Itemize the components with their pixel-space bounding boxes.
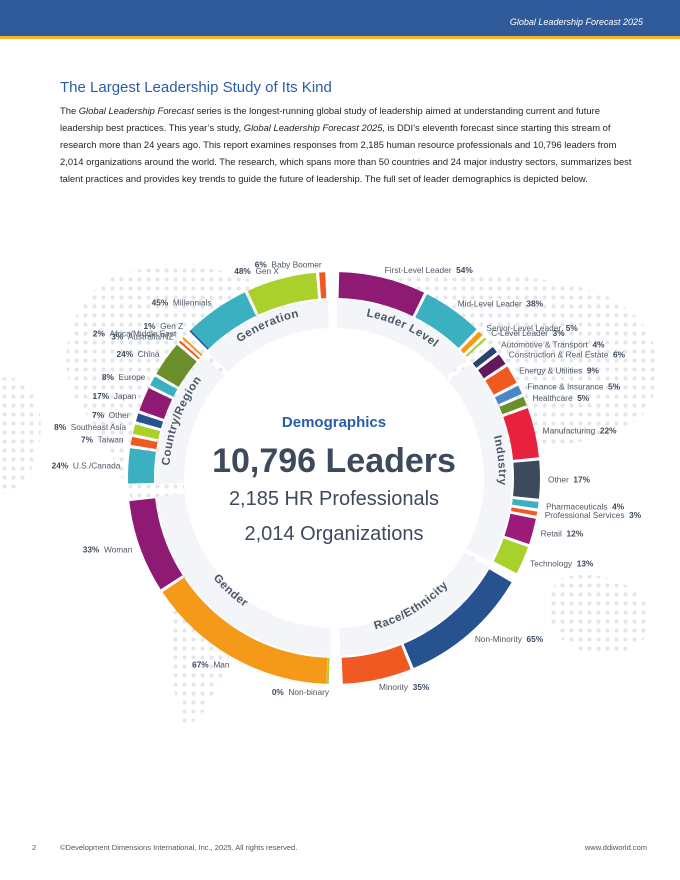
slice-gender-non-binary [326,657,330,684]
label-leader-level-mid-level-leader: Mid-Level Leader 38% [458,298,544,308]
intro-paragraph: The Global Leadership Forecast series is… [60,102,635,187]
slice-industry-professional-services [510,507,538,516]
slice-industry-technology [493,538,529,574]
label-country-region-japan: 17% Japan [92,391,136,401]
slice-leader-level-mid-level-leader [415,294,477,349]
band-leader-level [336,300,467,378]
copyright: ©Development Dimensions International, I… [60,843,298,852]
band-country-region [156,356,225,485]
intro-italic-1: Global Leadership Forecast [78,105,194,116]
slice-country-region-taiwan [130,436,158,450]
label-race-ethnicity-minority: Minority 35% [379,682,430,692]
label-industry-pharmaceuticals: Pharmaceuticals 4% [546,501,625,511]
slice-industry-energy-utilities [485,366,517,395]
intro-text-2: series is the longest-running global stu… [60,105,600,133]
slice-country-region-china [156,344,197,387]
label-industry-construction-real-estate: Construction & Real Estate 6% [509,350,626,360]
slice-industry-pharmaceuticals [512,498,539,509]
label-country-region-u-s-canada: 24% U.S./Canada [52,460,121,470]
slice-industry-automotive-transport [472,346,497,368]
label-leader-level-c-level-leader: C-Level Leader 3% [491,328,565,338]
chart-center-disc [184,328,484,628]
slice-leader-level-senior-level-leader [460,331,483,354]
band-generation [208,300,329,372]
band-industry [448,363,512,562]
slice-race-ethnicity-non-minority [403,569,512,668]
demographics-title: Demographics [282,414,386,431]
label-generation-gen-z: 1% Gen Z [144,321,184,331]
header-accent-line [0,36,680,39]
slice-industry-manufacturing [503,408,539,460]
label-industry-manufacturing: Manufacturing 22% [543,426,617,436]
label-country-region-africa-middle-east: 2% Africa/Middle East [93,328,177,338]
slice-industry-retail [504,513,536,545]
label-country-region-europe: 8% Europe [102,372,146,382]
section-heading: The Largest Leadership Study of Its Kind [60,79,332,96]
label-country-region-southeast-asia: 8% Southeast Asia [54,422,126,432]
label-gender-man: 67% Man [192,660,230,670]
label-gender-non-binary: 0% Non-binary [272,687,330,697]
slice-country-region-other [135,413,164,429]
label-generation-gen-x: 48% Gen X [234,266,279,276]
slice-generation-millennials [190,292,257,349]
slice-industry-other [513,460,540,499]
label-industry-retail: Retail 12% [541,529,584,539]
label-generation-millennials: 45% Millennials [152,297,212,307]
label-industry-finance-insurance: Finance & Insurance 5% [527,381,620,391]
label-country-region-other: 7% Other [92,410,130,420]
slice-country-region-southeast-asia [132,424,161,440]
slice-generation-gen-x [247,272,319,315]
label-industry-healthcare: Healthcare 5% [532,393,589,403]
intro-italic-2: Global Leadership Forecast 2025, [243,122,386,133]
organizations-count: 2,014 Organizations [244,523,423,545]
label-country-region-taiwan: 7% Taiwan [81,434,124,444]
slice-country-region-japan [139,388,173,419]
slice-leader-level-c-level-leader [465,337,487,357]
label-industry-technology: Technology 13% [530,559,594,569]
label-race-ethnicity-non-minority: Non-Minority 65% [475,634,544,644]
label-generation-baby-boomer: 6% Baby Boomer [255,259,322,269]
leaders-count: 10,796 Leaders [212,442,456,480]
hr-professionals-count: 2,185 HR Professionals [229,488,439,510]
band-race-ethnicity [339,553,489,656]
slice-generation-baby-boomer [319,272,327,299]
slice-gender-man [162,577,328,684]
slice-generation-gen-z [189,329,210,350]
header-bar [0,0,680,36]
label-country-region-australia-nz: 3% Australia/NZ [111,331,173,341]
slice-country-region-europe [150,376,178,397]
slice-industry-healthcare [499,396,527,415]
intro-text-3: is DDI’s eleventh forecast since startin… [60,122,632,184]
label-country-region-china: 24% China [117,349,160,359]
label-industry-professional-services: Professional Services 3% [545,510,642,520]
slice-country-region-africa-middle-east [182,337,203,357]
page-number: 2 [32,843,37,852]
slice-leader-level-first-level-leader [338,272,425,317]
label-industry-other: Other 17% [548,475,591,485]
label-leader-level-first-level-leader: First-Level Leader 54% [385,265,474,275]
label-gender-woman: 33% Woman [83,545,133,555]
slice-country-region-australia-nz [179,340,200,360]
slice-industry-finance-insurance [494,385,522,405]
label-leader-level-senior-level-leader: Senior-Level Leader 5% [486,323,578,333]
website-url: www.ddiworld.com [584,843,647,852]
label-industry-energy-utilities: Energy & Utilities 9% [519,366,599,376]
slice-country-region-u-s-canada [128,448,156,484]
header-title: Global Leadership Forecast 2025 [509,17,643,27]
slice-industry-construction-real-estate [478,354,506,379]
slice-gender-woman [129,498,183,590]
slice-race-ethnicity-minority [341,645,411,684]
band-gender [156,493,332,656]
intro-text-1: The [60,105,79,116]
label-industry-automotive-transport: Automotive & Transport 4% [501,339,605,349]
